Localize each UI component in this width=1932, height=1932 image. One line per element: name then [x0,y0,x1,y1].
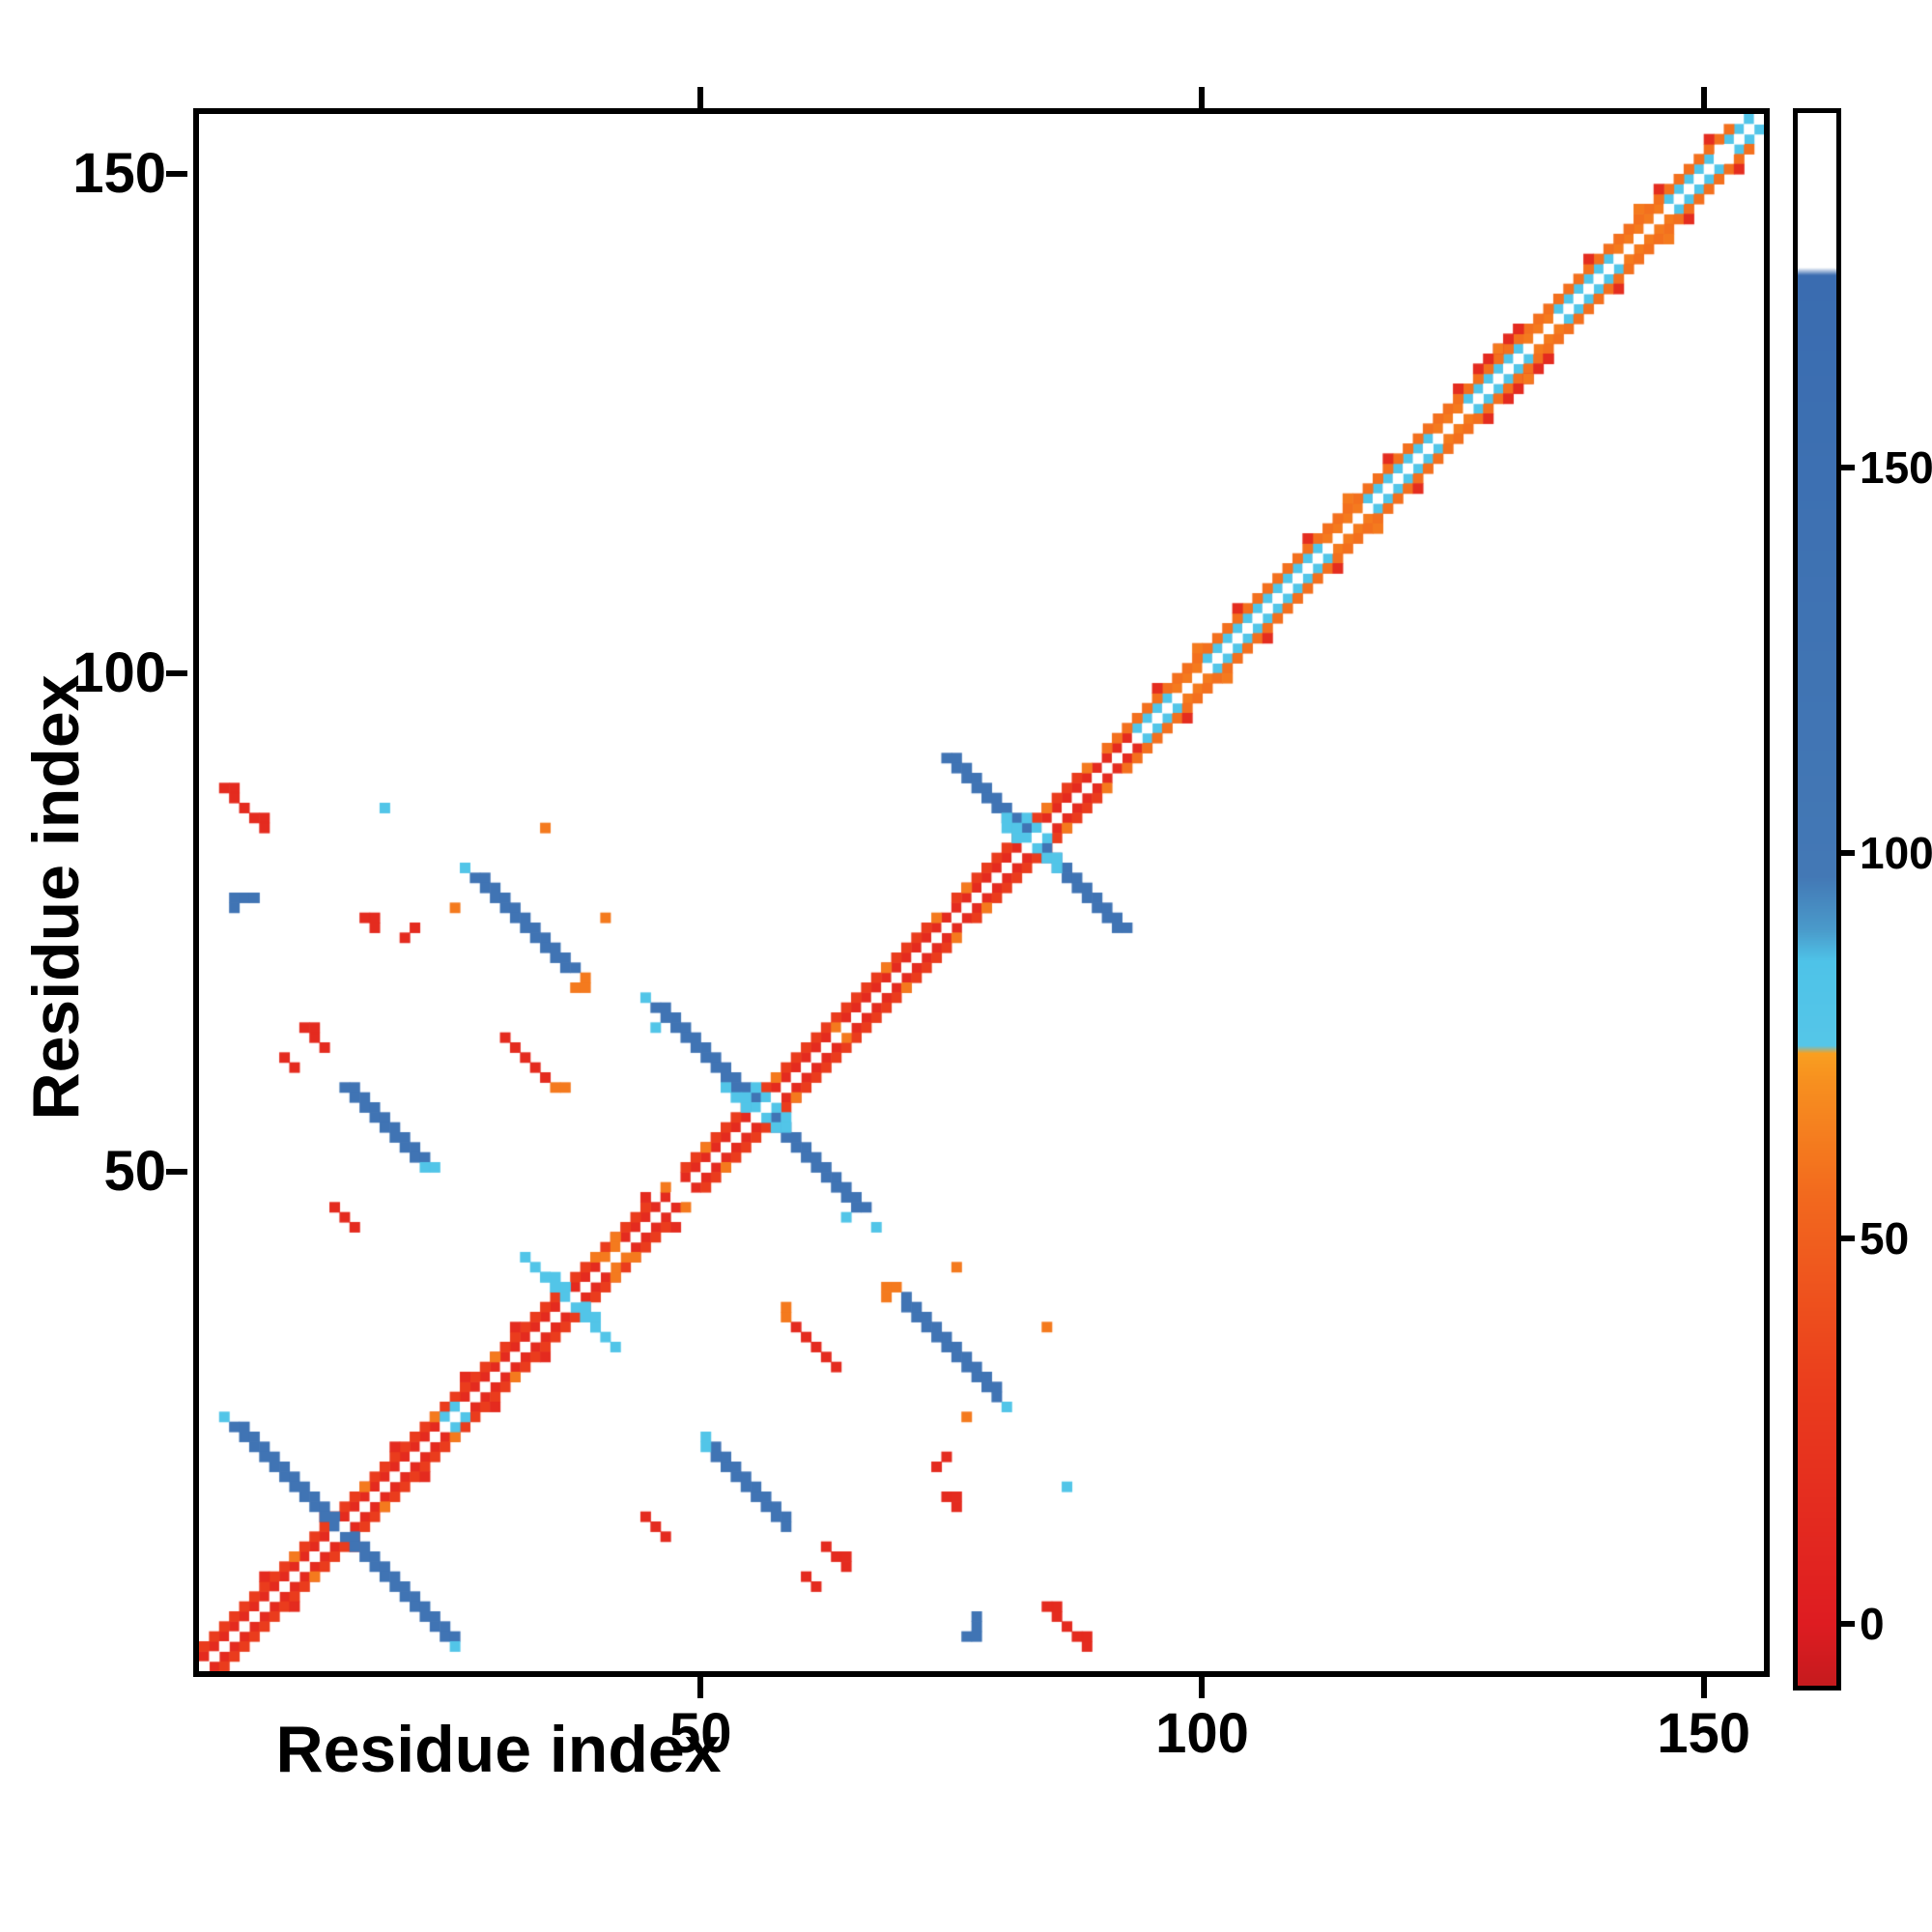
colorbar-tick-label: 50 [1860,1213,1910,1264]
x-tick [697,1677,704,1698]
colorbar-tick-label: 100 [1860,828,1932,879]
x-tick [1199,1677,1206,1698]
x-tick [1700,1677,1707,1698]
x-tick-label: 150 [1657,1702,1751,1765]
colorbar-tick [1841,1621,1855,1628]
colorbar-tick [1841,465,1855,471]
y-tick-label: 150 [72,142,166,205]
y-tick [166,1169,187,1176]
x-axis-title-text: Residue index [275,1713,722,1786]
x-tick-label: 100 [1155,1702,1249,1765]
y-tick [166,669,187,676]
x-tick-top [1199,87,1206,108]
colorbar [1793,108,1841,1690]
x-tick-top [697,87,704,108]
x-tick-top [1700,87,1707,108]
colorbar-tick [1841,850,1855,857]
y-tick [166,171,187,177]
y-tick-label: 50 [103,1140,166,1204]
colorbar-gradient [1798,113,1836,1686]
y-tick-label: 100 [72,640,166,704]
x-axis-title: Residue index [0,1712,1932,1787]
y-axis-title: Residue index [19,674,93,1121]
heatmap-canvas [199,114,1764,1671]
colorbar-tick-label: 0 [1860,1599,1885,1650]
plot-area [193,108,1770,1677]
colorbar-tick-label: 150 [1860,442,1932,494]
colorbar-tick [1841,1236,1855,1242]
x-tick-label: 50 [668,1702,732,1765]
